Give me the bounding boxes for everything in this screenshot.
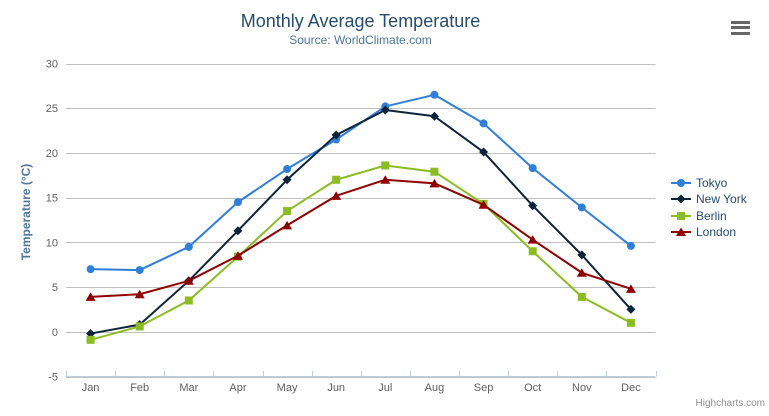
hamburger-bar [731, 31, 750, 35]
point-london-aug[interactable] [429, 178, 440, 188]
point-berlin-may[interactable] [283, 207, 292, 216]
x-axis-label-feb: Feb [130, 382, 149, 394]
series-line-new-york [89, 109, 632, 335]
point-tokyo-sep[interactable] [479, 119, 488, 128]
point-new-york-may[interactable] [282, 175, 292, 185]
credits-link[interactable]: Highcharts.com [695, 398, 765, 409]
point-london-oct[interactable] [527, 235, 538, 244]
point-berlin-nov[interactable] [577, 292, 586, 301]
point-berlin-dec[interactable] [626, 318, 635, 327]
legend-marker-berlin[interactable] [677, 211, 685, 220]
x-axis-label-mar: Mar [179, 382, 198, 394]
legend-item-tokyo[interactable]: Tokyo [671, 175, 747, 191]
legend-item-new-york[interactable]: New York [671, 191, 747, 207]
legend-marker-london[interactable] [676, 227, 686, 237]
series-markers-london [85, 175, 636, 301]
x-axis-label-jun: Jun [327, 382, 345, 394]
point-tokyo-feb[interactable] [135, 266, 144, 275]
y-axis-label-25: 25 [46, 103, 58, 115]
point-london-jun[interactable] [331, 191, 342, 200]
point-berlin-jun[interactable] [332, 175, 341, 184]
x-axis-label-jul: Jul [378, 382, 392, 394]
point-berlin-jul[interactable] [381, 161, 390, 170]
y-axis-label-20: 20 [46, 148, 58, 160]
y-axis-label-30: 30 [46, 59, 58, 71]
legend-item-label: New York [696, 192, 747, 207]
x-axis-label-may: May [277, 382, 298, 394]
point-new-york-jul[interactable] [380, 105, 390, 115]
point-new-york-sep[interactable] [479, 147, 489, 157]
point-london-jan[interactable] [85, 292, 96, 301]
legend-item-berlin[interactable]: Berlin [671, 208, 747, 224]
point-london-mar[interactable] [183, 276, 194, 285]
legend-symbol-diamond-icon [671, 194, 691, 204]
point-tokyo-aug[interactable] [430, 90, 439, 99]
chart-title: Monthly Average Temperature [240, 11, 481, 31]
series-line-tokyo [89, 93, 632, 272]
x-axis-label-aug: Aug [425, 382, 445, 394]
x-axis-label-jan: Jan [82, 382, 100, 394]
legend: Tokyo New York Berlin London [671, 175, 747, 240]
point-london-jul[interactable] [380, 175, 391, 184]
point-london-feb[interactable] [134, 289, 145, 299]
hamburger-bar [731, 20, 750, 24]
export-menu-button[interactable] [727, 17, 755, 41]
legend-symbol-square-icon [671, 211, 691, 220]
point-tokyo-nov[interactable] [577, 203, 586, 212]
y-axis-label-10: 10 [46, 237, 58, 249]
legend-symbol-circle-icon [671, 179, 691, 188]
x-axis-label-sep: Sep [474, 382, 494, 394]
series-line-london [89, 178, 632, 298]
y-axis-title: Temperature (°C) [19, 163, 33, 261]
point-new-york-nov[interactable] [577, 250, 587, 260]
y-axis-label-0: 0 [52, 327, 58, 339]
legend-marker-new-york[interactable] [676, 194, 686, 204]
point-tokyo-dec[interactable] [626, 241, 635, 250]
point-london-nov[interactable] [576, 268, 587, 277]
x-axis-label-apr: Apr [229, 382, 246, 394]
point-new-york-jun[interactable] [331, 130, 341, 140]
point-tokyo-mar[interactable] [184, 242, 193, 251]
legend-item-label: Tokyo [696, 176, 728, 191]
series-markers-new-york [86, 105, 636, 339]
point-london-sep[interactable] [478, 200, 489, 209]
y-axis-label-5: 5 [52, 282, 58, 294]
series-line-berlin [89, 164, 632, 341]
point-tokyo-jan[interactable] [86, 265, 95, 274]
chart-subtitle: Source: WorldClimate.com [289, 33, 432, 47]
x-axis-label-nov: Nov [572, 382, 592, 394]
point-berlin-mar[interactable] [184, 296, 193, 305]
point-london-apr[interactable] [232, 251, 243, 260]
y-axis-label--5: -5 [48, 372, 58, 384]
point-berlin-aug[interactable] [430, 167, 439, 176]
point-new-york-dec[interactable] [626, 304, 636, 314]
point-new-york-jan[interactable] [86, 329, 96, 339]
x-axis-label-oct: Oct [524, 382, 541, 394]
point-berlin-jan[interactable] [86, 335, 95, 344]
legend-symbol-triangle-icon [671, 227, 691, 237]
x-axis-label-dec: Dec [621, 382, 641, 394]
legend-item-label: Berlin [696, 208, 727, 223]
point-london-dec[interactable] [625, 284, 636, 293]
point-tokyo-apr[interactable] [233, 198, 242, 207]
hamburger-icon [731, 20, 751, 35]
point-london-may[interactable] [282, 220, 293, 230]
hamburger-bar [731, 26, 750, 30]
legend-item-london[interactable]: London [671, 224, 747, 240]
point-tokyo-may[interactable] [283, 165, 292, 174]
point-berlin-oct[interactable] [528, 247, 537, 256]
point-new-york-apr[interactable] [233, 226, 243, 236]
point-tokyo-oct[interactable] [528, 164, 537, 173]
y-axis-label-15: 15 [46, 193, 58, 205]
point-new-york-oct[interactable] [528, 201, 538, 211]
legend-marker-tokyo[interactable] [677, 179, 685, 188]
legend-item-label: London [696, 225, 737, 240]
point-new-york-aug[interactable] [429, 111, 439, 121]
series-markers-tokyo [86, 90, 635, 275]
point-berlin-feb[interactable] [135, 322, 144, 331]
